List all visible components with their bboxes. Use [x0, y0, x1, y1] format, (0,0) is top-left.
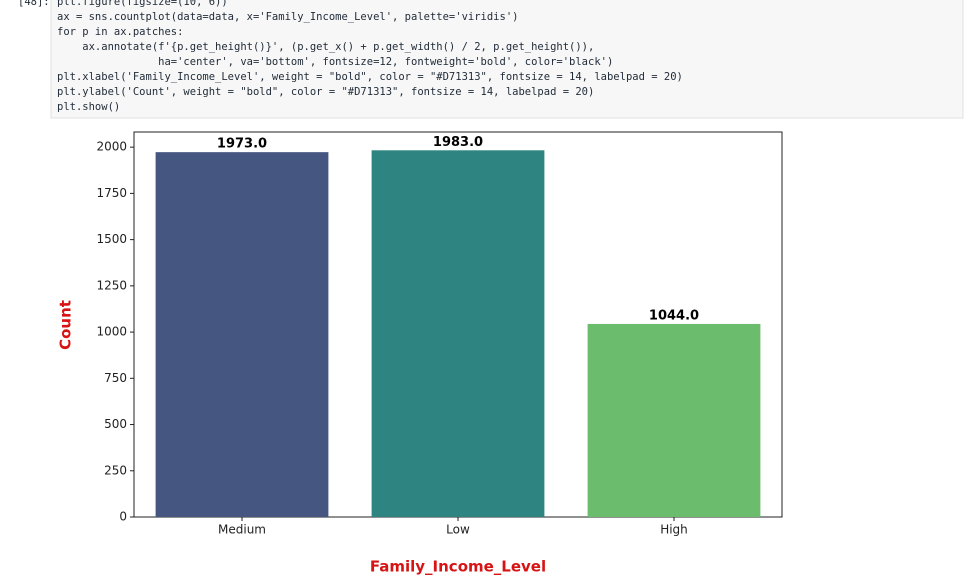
y-tick-label: 500 — [104, 417, 127, 431]
y-tick-label: 1250 — [96, 278, 127, 292]
y-tick-label: 250 — [104, 463, 127, 477]
code-line: for p in ax.patches: — [57, 26, 183, 38]
code-line: plt.figure(figsize=(10, 6)) — [57, 0, 228, 8]
bar — [371, 150, 545, 517]
code-line: plt.ylabel('Count', weight = "bold", col… — [57, 86, 594, 98]
code-line: plt.xlabel('Family_Income_Level', weight… — [57, 71, 683, 83]
y-tick-label: 1750 — [96, 186, 127, 200]
x-tick-label: High — [660, 523, 688, 537]
bar — [155, 152, 329, 517]
code-line: ax = sns.countplot(data=data, x='Family_… — [57, 11, 518, 23]
y-axis-label: Count — [57, 300, 75, 350]
y-tick-label: 750 — [104, 371, 127, 385]
code-line: ax.annotate(f'{p.get_height()}', (p.get_… — [57, 41, 594, 53]
bar — [587, 323, 761, 517]
y-tick-label: 1500 — [96, 232, 127, 246]
code-line: ha='center', va='bottom', fontsize=12, f… — [57, 56, 613, 68]
code-cell[interactable] — [50, 0, 964, 119]
y-tick-label: 0 — [119, 510, 127, 524]
value-label: 1044.0 — [649, 308, 699, 323]
value-label: 1973.0 — [217, 137, 267, 152]
y-tick-label: 2000 — [96, 140, 127, 154]
cell-prompt: [48]: — [18, 0, 50, 8]
x-axis-label: Family_Income_Level — [370, 558, 546, 576]
code-line: plt.show() — [57, 101, 120, 113]
value-label: 1983.0 — [433, 135, 483, 150]
x-tick-label: Low — [446, 523, 470, 537]
y-tick-label: 1000 — [96, 325, 127, 339]
x-tick-label: Medium — [218, 523, 266, 537]
